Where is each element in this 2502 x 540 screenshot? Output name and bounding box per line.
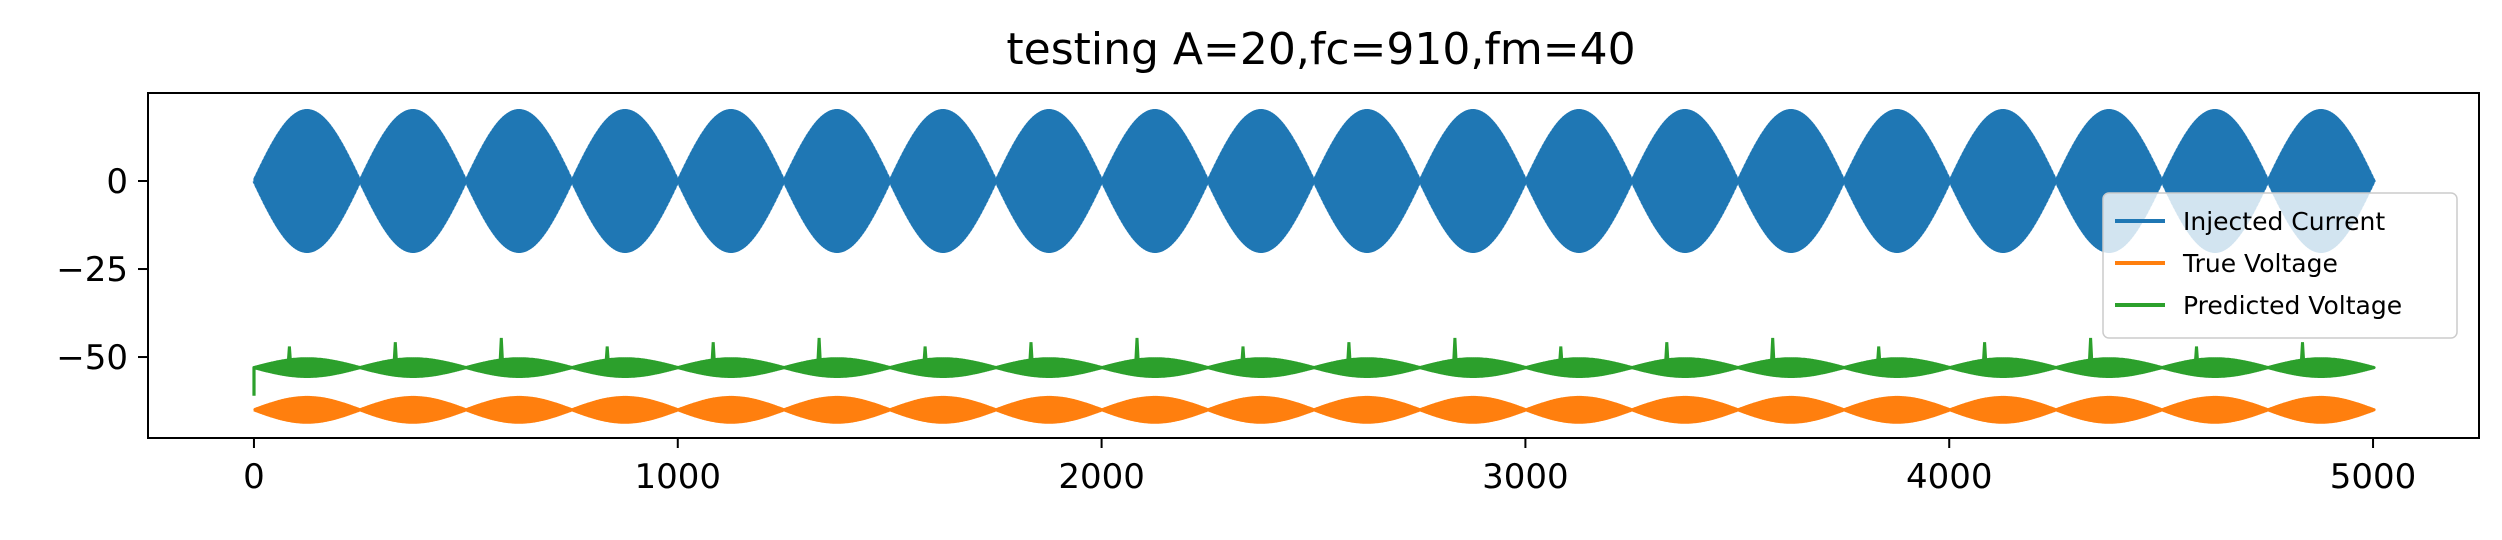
x-tick-label: 3000 (1482, 457, 1569, 497)
plot-area (147, 92, 2480, 439)
legend-label: True Voltage (2182, 249, 2338, 278)
axes-frame (147, 92, 2480, 439)
legend-box (2102, 192, 2458, 339)
series-spikes-predicted-voltage (286, 337, 2306, 368)
y-tick-label: −50 (56, 338, 128, 378)
x-tick-label: 5000 (2330, 457, 2417, 497)
chart-title: testing A=20,fc=910,fm=40 (1006, 24, 1635, 75)
legend-label: Injected Current (2183, 207, 2385, 236)
legend-label: Predicted Voltage (2183, 291, 2402, 320)
y-tick-label: 0 (106, 162, 128, 202)
x-tick-label: 1000 (635, 457, 722, 497)
x-tick-label: 4000 (1906, 457, 1993, 497)
x-axis: 0 1000 2000 3000 4000 5000 (243, 438, 2416, 497)
x-tick-label: 2000 (1058, 457, 1145, 497)
series-line-true-voltage (253, 395, 2376, 424)
x-tick-label: 0 (243, 457, 265, 497)
series-layer (252, 109, 2376, 424)
y-axis: 0 −25 −50 (56, 162, 148, 378)
y-tick-label: −25 (56, 250, 128, 290)
legend: Injected Current True Voltage Predicted Vo… (2102, 192, 2458, 339)
series-line-injected-current (252, 109, 2376, 253)
